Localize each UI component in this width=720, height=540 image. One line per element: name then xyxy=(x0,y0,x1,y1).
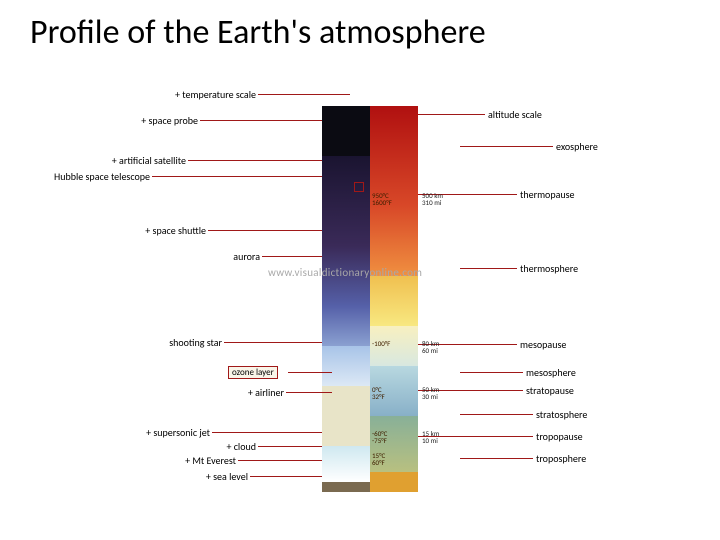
leader-line xyxy=(238,460,322,461)
label-thermopause: thermopause xyxy=(520,188,575,201)
leader-line xyxy=(262,256,322,257)
leader-line xyxy=(152,176,322,177)
temp-tick: -60°C-75°F xyxy=(372,430,387,445)
leader-line xyxy=(258,94,350,95)
leader-line xyxy=(208,230,322,231)
layer-meso xyxy=(322,346,370,386)
leader-line xyxy=(286,392,332,393)
leader-line xyxy=(258,446,322,447)
visual-column xyxy=(322,106,370,492)
temp-tick: 15°C60°F xyxy=(372,452,385,467)
label-aurora: aurora xyxy=(120,250,260,263)
page-title: Profile of the Earth's atmosphere xyxy=(30,12,486,53)
label-tropopause: tropopause xyxy=(536,430,583,443)
leader-line xyxy=(200,120,322,121)
leader-line xyxy=(460,268,517,269)
leader-line xyxy=(460,146,553,147)
layer-tropo xyxy=(322,446,370,482)
label-mesopause: mesopause xyxy=(520,338,566,351)
label-Hubble-space-telescope: Hubble space telescope xyxy=(10,170,150,183)
label-space-shuttle: space shuttle xyxy=(66,224,206,237)
label-sea-level: sea level xyxy=(108,470,248,483)
label-stratopause: stratopause xyxy=(526,384,574,397)
label-Mt-Everest: Mt Everest xyxy=(96,454,236,467)
altitude-tick: 15 km10 mi xyxy=(422,430,439,445)
label-exosphere: exosphere xyxy=(556,140,598,153)
temp-tick: 0°C32°F xyxy=(372,386,385,401)
label-artificial-satellite: artificial satellite xyxy=(46,154,186,167)
label-cloud: cloud xyxy=(116,440,256,453)
label-space-probe: space probe xyxy=(58,114,198,127)
layer-strato xyxy=(322,386,370,446)
layer-ground xyxy=(322,482,370,492)
satellite-marker xyxy=(354,182,364,192)
leader-line xyxy=(418,114,485,115)
label-troposphere: troposphere xyxy=(536,452,586,465)
label-ozone-layer: ozone layer xyxy=(228,366,278,379)
label-mesosphere: mesosphere xyxy=(526,366,576,379)
label-airliner: airliner xyxy=(144,386,284,399)
label-stratosphere: stratosphere xyxy=(536,408,587,421)
leader-line xyxy=(460,458,533,459)
label-shooting-star: shooting star xyxy=(82,336,222,349)
layer-aurora xyxy=(322,246,370,346)
temp-t-warm xyxy=(370,472,418,492)
altitude-tick: 80 km60 mi xyxy=(422,340,439,355)
label-temperature-scale: temperature scale xyxy=(116,88,256,101)
leader-line xyxy=(224,342,322,343)
leader-line xyxy=(288,372,332,373)
leader-line xyxy=(188,160,322,161)
layer-sky-purple xyxy=(322,156,370,246)
temp-tick: 950°C1600°F xyxy=(372,192,392,207)
altitude-tick: 50 km30 mi xyxy=(422,386,439,401)
altitude-tick: 500 km310 mi xyxy=(422,192,443,207)
leader-line xyxy=(212,432,322,433)
leader-line xyxy=(250,476,322,477)
watermark-text: www.visualdictionaryonline.com xyxy=(268,266,422,279)
temp-t-yellow xyxy=(370,276,418,326)
temp-tick: -100°F xyxy=(372,340,390,347)
label-supersonic-jet: supersonic jet xyxy=(70,426,210,439)
label-thermosphere: thermosphere xyxy=(520,262,578,275)
label-altitude-scale: altitude scale xyxy=(488,108,542,121)
layer-sky-black xyxy=(322,106,370,156)
leader-line xyxy=(460,414,533,415)
leader-line xyxy=(460,372,523,373)
atmosphere-diagram: www.visualdictionaryonline.com temperatu… xyxy=(0,80,720,520)
